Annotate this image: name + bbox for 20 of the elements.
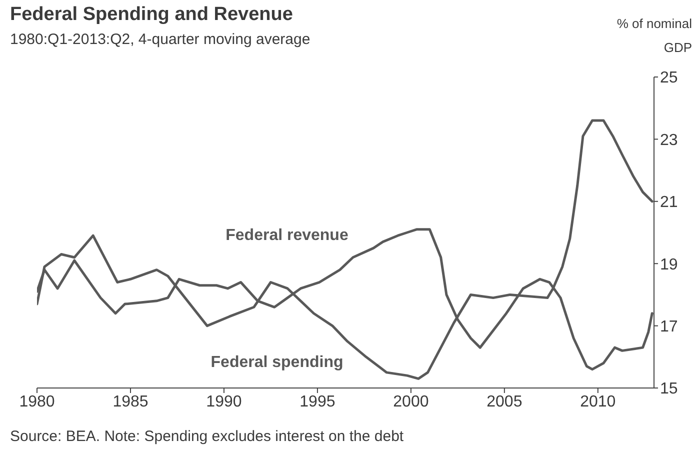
series-label: Federal revenue bbox=[226, 227, 348, 244]
y-tick-label: 17 bbox=[660, 318, 678, 336]
x-tick-label: 2010 bbox=[580, 393, 616, 410]
y-axis-title: % of nominal GDP bbox=[616, 15, 692, 57]
y-tick-label: 19 bbox=[660, 256, 678, 274]
y-tick-label: 21 bbox=[660, 194, 678, 212]
line-series bbox=[37, 119, 654, 380]
series-label: Federal spending bbox=[210, 354, 344, 372]
x-tick-label: 1980 bbox=[19, 393, 55, 410]
x-tick-label: 2005 bbox=[486, 393, 522, 410]
y-tick-label: 15 bbox=[660, 380, 678, 398]
chart-subtitle: 1980:Q1-2013:Q2, 4-quarter moving average bbox=[10, 31, 310, 48]
x-tick-label: 2000 bbox=[393, 393, 429, 410]
y-tick-label: 23 bbox=[660, 132, 678, 149]
x-tick-label: 1990 bbox=[206, 393, 242, 410]
y-tick-label: 25 bbox=[660, 70, 678, 87]
x-tick-label: 1995 bbox=[300, 393, 336, 410]
source-note: Source: BEA. Note: Spending excludes interest on the debt bbox=[10, 428, 404, 445]
chart-title: Federal Spending and Revenue bbox=[10, 4, 293, 26]
x-tick-label: 1985 bbox=[112, 393, 148, 410]
